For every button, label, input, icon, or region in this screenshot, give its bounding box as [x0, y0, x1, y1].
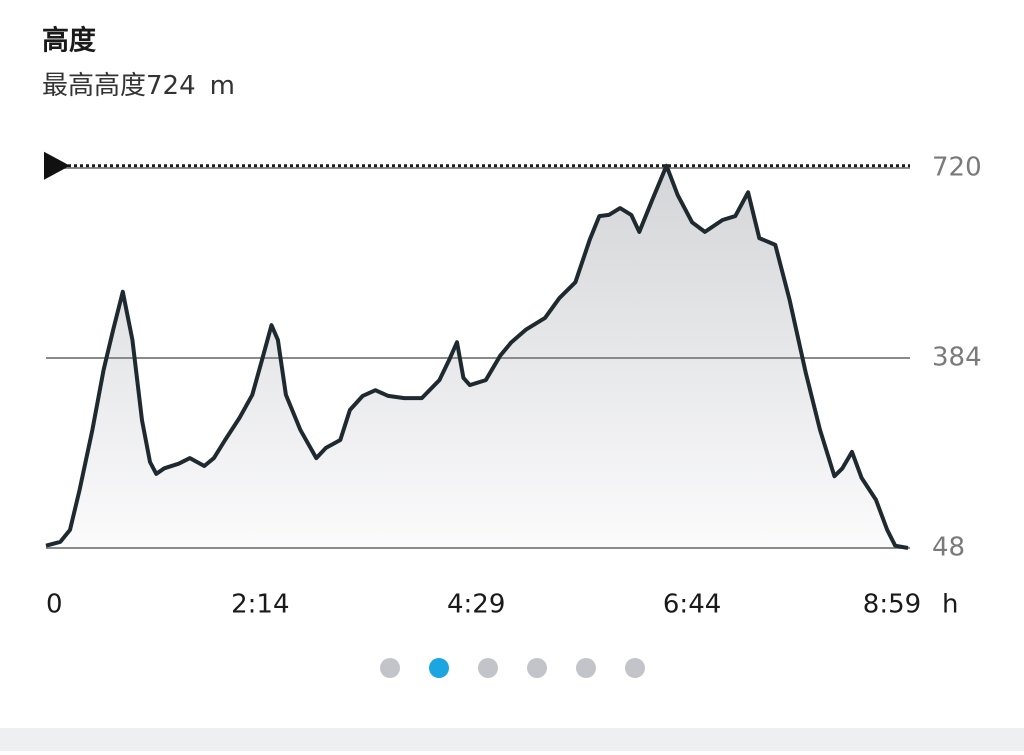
x-tick-label: 4:29	[447, 590, 505, 620]
x-tick-label: 0	[46, 590, 63, 620]
area	[46, 165, 908, 548]
x-tick-label: 2:14	[231, 590, 289, 620]
y-tick-label: 384	[932, 343, 982, 373]
max-elevation: 724	[146, 71, 196, 101]
unit: m	[210, 71, 235, 101]
y-tick-label: 720	[932, 153, 982, 183]
x-tick-label: 8:59	[863, 590, 921, 620]
subtitle: 最高高度724 m	[42, 71, 235, 101]
max-marker	[44, 151, 70, 180]
chart-title: 高度	[42, 25, 96, 57]
page-dot[interactable]	[527, 658, 547, 678]
bottom-bar	[0, 728, 1024, 751]
page-indicator	[380, 658, 645, 678]
page-dot-active[interactable]	[429, 658, 449, 678]
line	[45, 163, 909, 550]
x-unit: h	[942, 590, 958, 620]
page-dot[interactable]	[478, 658, 498, 678]
page-dot[interactable]	[380, 658, 400, 678]
page-dot[interactable]	[576, 658, 596, 678]
y-tick-label: 48	[932, 533, 965, 563]
page-dot[interactable]	[625, 658, 645, 678]
x-tick-label: 6:44	[663, 590, 721, 620]
subtitle-label: 最高高度	[42, 71, 146, 101]
